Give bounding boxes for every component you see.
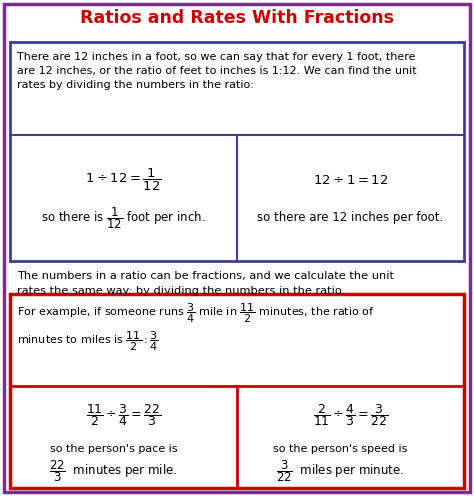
Bar	[10, 294, 464, 488]
Text: $1\div12=\dfrac{1}{12}$: $1\div12=\dfrac{1}{12}$	[85, 167, 162, 193]
Text: rates the same way: by dividing the numbers in the ratio.: rates the same way: by dividing the numb…	[17, 286, 345, 296]
Text: so the person's pace is: so the person's pace is	[50, 444, 177, 454]
Text: $12\div1=12$: $12\div1=12$	[313, 174, 388, 186]
Text: $\dfrac{3}{22}$  miles per minute.: $\dfrac{3}{22}$ miles per minute.	[276, 458, 405, 484]
Text: There are 12 inches in a foot, so we can say that for every 1 foot, there: There are 12 inches in a foot, so we can…	[17, 52, 416, 62]
Text: The numbers in a ratio can be fractions, and we calculate the unit: The numbers in a ratio can be fractions,…	[17, 271, 394, 281]
Text: For example, if someone runs $\dfrac{3}{4}$ mile in $\dfrac{11}{2}$ minutes, the: For example, if someone runs $\dfrac{3}{…	[17, 302, 375, 325]
Text: $\dfrac{22}{3}$  minutes per mile.: $\dfrac{22}{3}$ minutes per mile.	[49, 458, 178, 484]
Text: so there is $\dfrac{1}{12}$ foot per inch.: so there is $\dfrac{1}{12}$ foot per inc…	[41, 205, 206, 231]
Text: minutes to miles is $\dfrac{11}{2}:\dfrac{3}{4}$: minutes to miles is $\dfrac{11}{2}:\dfra…	[17, 330, 159, 354]
Text: $\dfrac{11}{2}\div\dfrac{3}{4}=\dfrac{22}{3}$: $\dfrac{11}{2}\div\dfrac{3}{4}=\dfrac{22…	[86, 402, 161, 428]
Bar	[10, 42, 464, 261]
Text: so the person's speed is: so the person's speed is	[273, 444, 408, 454]
Text: rates by dividing the numbers in the ratio:: rates by dividing the numbers in the rat…	[17, 80, 254, 90]
Text: so there are 12 inches per foot.: so there are 12 inches per foot.	[257, 211, 444, 225]
Text: Ratios and Rates With Fractions: Ratios and Rates With Fractions	[80, 9, 394, 27]
Text: $\dfrac{2}{11}\div\dfrac{4}{3}=\dfrac{3}{22}$: $\dfrac{2}{11}\div\dfrac{4}{3}=\dfrac{3}…	[313, 402, 388, 428]
Text: are 12 inches, or the ratio of feet to inches is 1:12. We can find the unit: are 12 inches, or the ratio of feet to i…	[17, 66, 417, 76]
